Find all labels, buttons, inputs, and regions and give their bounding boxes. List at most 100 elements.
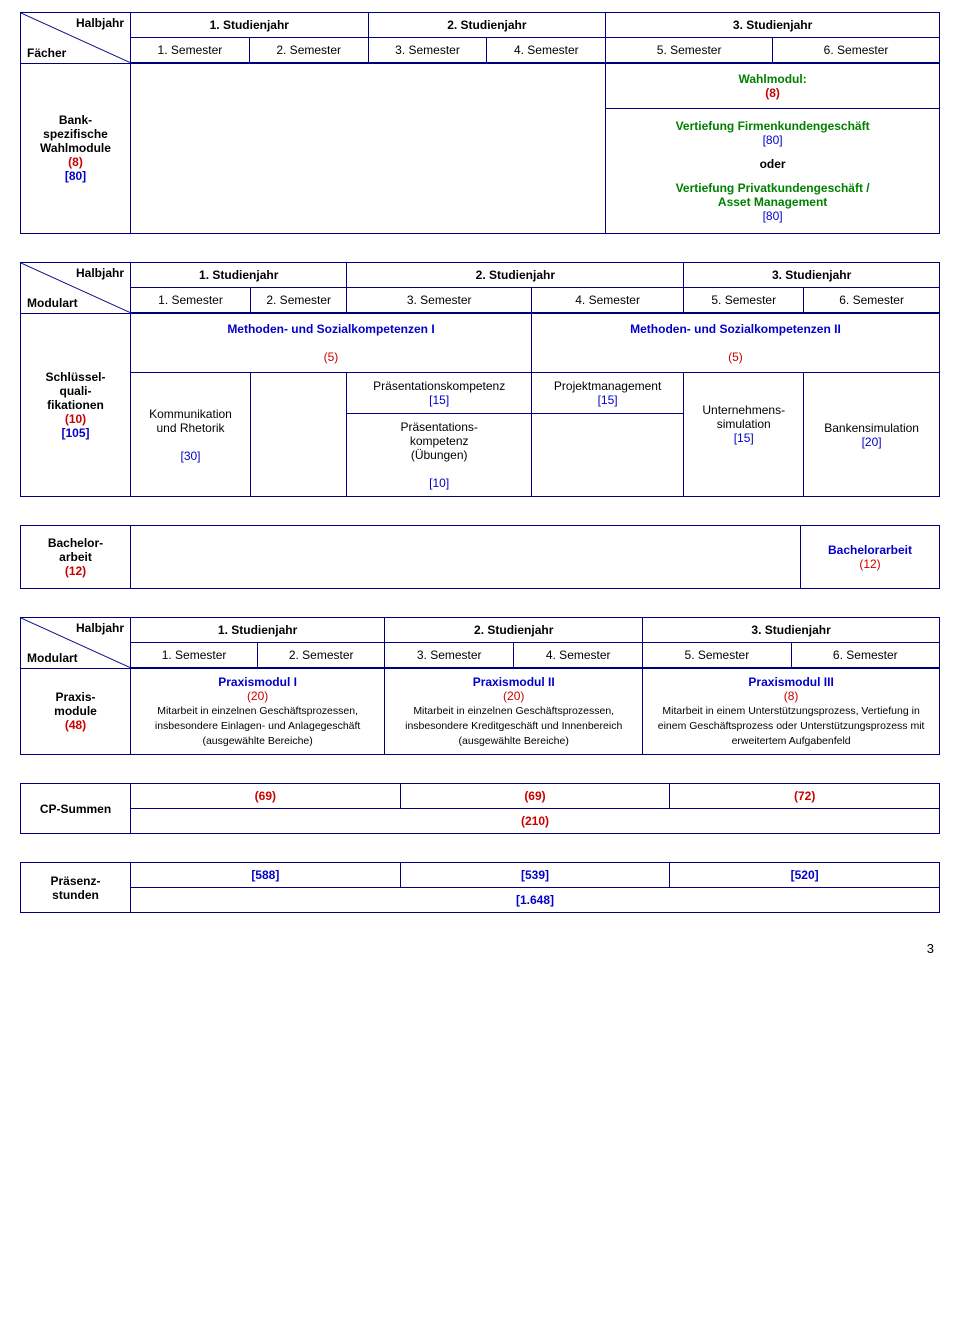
meth2: Methoden- und Sozialkompetenzen II (5)	[531, 313, 939, 373]
row-praxis: Praxis- module (48) Praxismodul I (20) M…	[21, 668, 940, 755]
komm-blue: [30]	[180, 449, 200, 463]
cp-v1: (69)	[131, 784, 401, 809]
row-cp-vals: CP-Summen (69) (69) (72)	[21, 784, 940, 809]
sem-3: 3. Semester	[385, 643, 514, 669]
side-title: Bank- spezifische Wahlmodule	[40, 113, 111, 155]
meth1-title: Methoden- und Sozialkompetenzen I	[227, 322, 434, 336]
side-title: Praxis- module	[54, 690, 97, 718]
side-red: (48)	[65, 718, 86, 732]
row-skill-1: Kommunikation und Rhetorik [30] Präsenta…	[21, 373, 940, 414]
corner-top: Halbjahr	[76, 266, 124, 280]
row-cp-total: (210)	[21, 809, 940, 834]
ps-v3: [520]	[670, 863, 940, 888]
ps-v1: [588]	[131, 863, 401, 888]
opt2-l1: Vertiefung Privatkundengeschäft /	[676, 181, 870, 195]
row-methoden: Schlüssel- quali- fikationen (10) [105] …	[21, 313, 940, 373]
side-blue: [105]	[61, 426, 89, 440]
p3-red: (8)	[784, 689, 799, 703]
praesue-l1: Präsentations-	[401, 420, 478, 434]
untern-blue: [15]	[734, 431, 754, 445]
row-semester: 1. Semester 2. Semester 3. Semester 4. S…	[21, 38, 940, 64]
side-blue: [80]	[65, 169, 86, 183]
year-3: 3. Studienjahr	[606, 13, 940, 38]
table-praesenz: Präsenz- stunden [588] [539] [520] [1.64…	[20, 862, 940, 913]
p1-red: (20)	[247, 689, 268, 703]
row-wahlmodul-head: Bank- spezifische Wahlmodule (8) [80] Wa…	[21, 63, 940, 109]
p2-desc: Mitarbeit in einzelnen Geschäftsprozesse…	[405, 705, 622, 747]
sem-4: 4. Semester	[487, 38, 606, 64]
praesue-l3: (Übungen)	[411, 448, 468, 462]
row-ps-total: [1.648]	[21, 888, 940, 913]
wahl-title-1: Wahlmodul:	[738, 72, 806, 86]
opt2-l2: Asset Management	[718, 195, 827, 209]
bachelor-right: Bachelorarbeit (12)	[801, 526, 940, 589]
proj-blue: [15]	[598, 393, 618, 407]
p2-red: (20)	[503, 689, 524, 703]
sem-4: 4. Semester	[514, 643, 643, 669]
side-red: (12)	[65, 564, 86, 578]
meth2-title: Methoden- und Sozialkompetenzen II	[630, 322, 841, 336]
row-halbjahr: Halbjahr Fächer 1. Studienjahr 2. Studie…	[21, 13, 940, 38]
corner-bottom: Modulart	[27, 296, 78, 310]
bank-blue: [20]	[862, 435, 882, 449]
table-faecher: Halbjahr Fächer 1. Studienjahr 2. Studie…	[20, 12, 940, 234]
row-halbjahr: Halbjahr Modulart 1. Studienjahr 2. Stud…	[21, 618, 940, 643]
wahl-head: Wahlmodul: (8)	[606, 63, 940, 109]
praes-l1: Präsentationskompetenz	[373, 379, 505, 393]
sem-1: 1. Semester	[131, 643, 258, 669]
bank-l1: Bankensimulation	[824, 421, 919, 435]
untern-l1: Unternehmens-	[702, 403, 785, 417]
side-title: Bachelor- arbeit	[48, 536, 103, 564]
cell-untern: Unternehmens- simulation [15]	[684, 373, 804, 497]
sem-5: 5. Semester	[684, 288, 804, 314]
year-2: 2. Studienjahr	[347, 263, 684, 288]
cell-komm: Kommunikation und Rhetorik [30]	[131, 373, 251, 497]
cell-bank: Bankensimulation [20]	[804, 373, 940, 497]
side-bachelor: Bachelor- arbeit (12)	[21, 526, 131, 589]
sem-3: 3. Semester	[347, 288, 532, 314]
untern-l2: simulation	[717, 417, 771, 431]
empty-span	[131, 63, 606, 234]
wahl-body: Vertiefung Firmenkundengeschäft [80] ode…	[606, 109, 940, 234]
praxis-1: Praxismodul I (20) Mitarbeit in einzelne…	[131, 668, 385, 755]
side-red: (10)	[65, 412, 86, 426]
p1-title: Praxismodul I	[218, 675, 297, 689]
ps-total: [1.648]	[131, 888, 940, 913]
year-1: 1. Studienjahr	[131, 263, 347, 288]
side-ps: Präsenz- stunden	[21, 863, 131, 913]
opt1-l2: [80]	[763, 133, 783, 147]
wahl-title-2: (8)	[765, 86, 780, 100]
table-cp-summen: CP-Summen (69) (69) (72) (210)	[20, 783, 940, 834]
komm-l2: und Rhetorik	[156, 421, 224, 435]
p3-desc: Mitarbeit in einem Unterstützungsprozess…	[658, 705, 925, 747]
p1-desc: Mitarbeit in einzelnen Geschäftsprozesse…	[155, 705, 361, 747]
proj-l1: Projektmanagement	[554, 379, 661, 393]
meth1-red: (5)	[324, 350, 339, 364]
oder: oder	[760, 157, 786, 171]
right-title: Bachelorarbeit	[828, 543, 912, 557]
year-3: 3. Studienjahr	[643, 618, 940, 643]
cell-praesue: Präsentations- kompetenz (Übungen) [10]	[347, 414, 532, 497]
corner-top: Halbjahr	[76, 621, 124, 635]
sem-5: 5. Semester	[606, 38, 773, 64]
meth2-red: (5)	[728, 350, 743, 364]
table-bachelor: Bachelor- arbeit (12) Bachelorarbeit (12…	[20, 525, 940, 589]
side-title: Schlüssel- quali- fikationen	[45, 370, 105, 412]
year-2: 2. Studienjahr	[385, 618, 643, 643]
praxis-3: Praxismodul III (8) Mitarbeit in einem U…	[643, 668, 940, 755]
table-modulart-1: Halbjahr Modulart 1. Studienjahr 2. Stud…	[20, 262, 940, 497]
praesue-l2: kompetenz	[410, 434, 469, 448]
sem-6: 6. Semester	[773, 38, 940, 64]
opt2-l3: [80]	[763, 209, 783, 223]
praxis-2: Praxismodul II (20) Mitarbeit in einzeln…	[385, 668, 643, 755]
corner-cell: Halbjahr Modulart	[21, 263, 131, 314]
cell-empty-b	[531, 414, 683, 497]
row-semester: 1. Semester 2. Semester 3. Semester 4. S…	[21, 643, 940, 669]
praesue-blue: [10]	[429, 476, 449, 490]
page-number: 3	[20, 941, 940, 956]
sem-2: 2. Semester	[249, 38, 368, 64]
p3-title: Praxismodul III	[748, 675, 833, 689]
empty-span	[131, 526, 801, 589]
corner-bottom: Modulart	[27, 651, 78, 665]
sem-3: 3. Semester	[368, 38, 487, 64]
